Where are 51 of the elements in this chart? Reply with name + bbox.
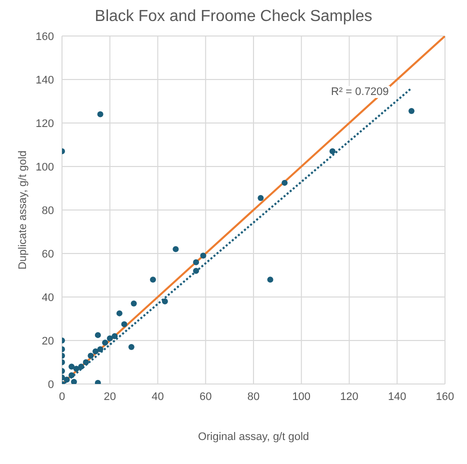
point <box>258 195 264 202</box>
point <box>106 335 113 342</box>
point <box>78 364 84 370</box>
point <box>150 276 156 283</box>
point <box>92 348 99 354</box>
point <box>112 333 118 340</box>
x-tick-label: 20 <box>104 390 116 403</box>
y-axis-title: Duplicate assay, g/t gold <box>16 150 29 270</box>
chart-title: Black Fox and Froome Check Samples <box>94 8 374 26</box>
point <box>88 352 94 359</box>
point <box>82 359 89 366</box>
y-tick-label: 160 <box>36 30 54 43</box>
y-tick-label: 100 <box>36 161 54 174</box>
y-tick-label: 60 <box>42 248 54 260</box>
point <box>64 376 70 383</box>
y-tick-label: 20 <box>42 335 54 348</box>
y-tick-label: 40 <box>42 292 54 304</box>
point <box>68 372 75 378</box>
point <box>68 364 75 370</box>
point <box>97 111 104 118</box>
point <box>130 300 137 307</box>
x-tick-label: 0 <box>58 390 66 403</box>
point <box>97 346 104 352</box>
point <box>172 246 179 252</box>
y-tick-label: 120 <box>36 118 54 130</box>
y-tick-label: 0 <box>48 378 54 391</box>
point <box>116 310 122 316</box>
x-axis-title: Original assay, g/t gold <box>198 431 310 443</box>
point <box>94 332 101 338</box>
point <box>121 321 128 328</box>
point <box>193 268 200 274</box>
x-tick-label: 60 <box>200 390 212 403</box>
y-tick-label: 80 <box>42 204 54 217</box>
x-tick-label: 80 <box>247 390 260 403</box>
point <box>162 298 168 304</box>
point <box>128 344 134 350</box>
point <box>408 108 414 114</box>
point <box>282 180 288 186</box>
x-tick-label: 160 <box>436 390 454 403</box>
point <box>329 148 336 154</box>
x-tick-label: 140 <box>388 390 406 403</box>
point <box>200 252 206 259</box>
point <box>70 378 77 384</box>
point <box>102 340 108 346</box>
x-tick-label: 100 <box>292 390 311 403</box>
point <box>193 259 200 266</box>
y-tick-label: 140 <box>36 74 54 86</box>
point <box>267 276 274 283</box>
x-tick-label: 40 <box>152 390 164 403</box>
annotation: R² = 0.7209 <box>330 86 390 98</box>
x-tick-label: 120 <box>340 390 358 403</box>
